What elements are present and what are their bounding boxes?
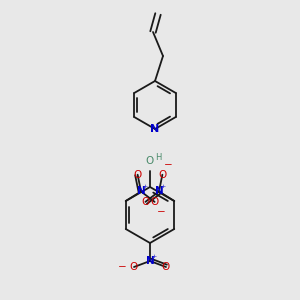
Text: −: − — [118, 262, 126, 272]
Text: O: O — [141, 197, 149, 207]
Text: O: O — [134, 170, 142, 180]
Text: O: O — [151, 197, 159, 207]
Text: +: + — [152, 254, 157, 259]
Text: +: + — [160, 184, 166, 189]
Text: O: O — [146, 156, 154, 166]
Text: N: N — [150, 124, 160, 134]
Text: N: N — [136, 187, 146, 196]
Text: N: N — [154, 187, 164, 196]
Text: O: O — [130, 262, 138, 272]
Text: O: O — [158, 170, 166, 180]
Text: H: H — [155, 153, 161, 162]
Text: −: − — [164, 160, 173, 170]
Text: −: − — [157, 207, 165, 217]
Text: +: + — [142, 184, 148, 189]
Text: O: O — [162, 262, 170, 272]
Text: N: N — [146, 256, 154, 266]
